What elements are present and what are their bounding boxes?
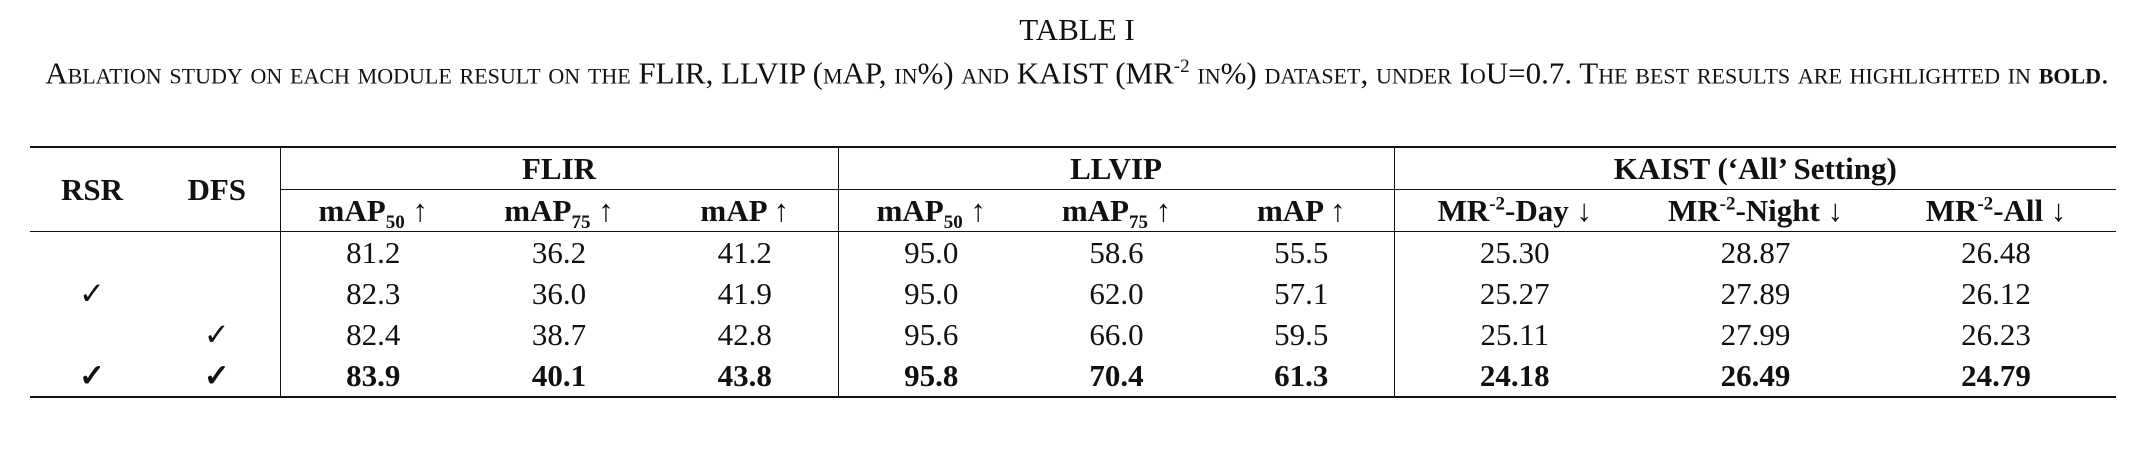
header-base: mAP	[1061, 193, 1129, 228]
header-row: RSR DFS FLIR LLVIP KAIST (‘All’ Setting)	[30, 146, 2117, 232]
check-cell: ✓	[30, 355, 154, 398]
header-sub: 50	[385, 212, 405, 234]
column-header: mAP ↑	[652, 189, 839, 232]
value-cell: 81.2	[279, 231, 466, 273]
column-header: MR-2-All ↓	[1876, 189, 2117, 232]
ablation-table: RSR DFS FLIR LLVIP KAIST (‘All’ Setting) mAP5…	[30, 146, 2117, 398]
group-header: LLVIP	[837, 146, 1395, 190]
caption-bold: bold	[2038, 55, 2102, 91]
check-cell	[154, 232, 280, 274]
header-base: mAP	[318, 193, 386, 228]
value-cell: 82.4	[279, 314, 466, 355]
value-cell: 58.6	[1089, 235, 1144, 270]
value-cell: 95.0	[837, 273, 1025, 314]
header-sub: 75	[1128, 212, 1148, 234]
value-cell: 26.48	[1961, 235, 2031, 270]
value-cell: 40.1	[466, 355, 652, 398]
header-sub: 75	[571, 212, 591, 234]
value-cell: 41.2	[717, 235, 772, 270]
value-cell: 95.8	[837, 355, 1025, 398]
value-cell: 25.27	[1393, 273, 1636, 314]
caption-text: Ablation study on each module result on …	[32, 48, 2122, 92]
header-base: mAP	[1256, 193, 1323, 228]
check-cell: ✓	[79, 276, 105, 311]
value-cell: 42.8	[717, 317, 772, 352]
check-cell	[30, 314, 154, 355]
data-row: ✓ ✓ 83.9 40.1 43.8 95.8 70.4 61.3 24.18 26.49 24.7…	[30, 355, 2117, 398]
value-cell: 66.0	[1089, 317, 1144, 352]
column-header: MR-2-Day ↓	[1393, 189, 1636, 232]
column-header: mAP75 ↑	[466, 189, 652, 234]
header-suffix: ↑	[590, 193, 614, 228]
value-cell: 61.3	[1209, 355, 1395, 398]
value-cell: 25.11	[1393, 314, 1636, 355]
column-header: mAP ↑	[1209, 189, 1395, 232]
value-cell: 27.99	[1720, 317, 1791, 352]
header-sub: 50	[943, 212, 963, 234]
value-cell: 26.12	[1961, 276, 2031, 311]
header-suffix: ↑	[1322, 193, 1346, 228]
column-header: MR-2-Night ↓	[1635, 189, 1877, 232]
value-cell: 95.0	[837, 231, 1025, 273]
header-suffix: ↑	[404, 193, 428, 228]
subheader-row: mAP50 ↑ mAP75 ↑ mAP ↑ mAP50 ↑ mAP75 ↑ mAP ↑ MR…	[30, 189, 2117, 234]
value-cell: 62.0	[1089, 276, 1144, 311]
header-sup: -2	[1489, 193, 1506, 215]
value-cell: 95.6	[837, 314, 1025, 355]
group-header: KAIST (‘All’ Setting)	[1393, 146, 2117, 190]
header-base: MR	[1667, 193, 1720, 228]
value-cell: 26.23	[1961, 317, 2031, 352]
value-cell: 59.5	[1274, 317, 1329, 352]
value-cell: 24.79	[1876, 355, 2117, 398]
header-base: mAP	[504, 193, 572, 228]
value-cell: 38.7	[531, 317, 587, 352]
value-cell: 82.3	[279, 273, 466, 314]
value-cell: 36.2	[531, 235, 587, 270]
value-cell: 83.9	[279, 355, 466, 398]
caption-part: in%) dataset, under IoU=0.7. The best re…	[1189, 55, 2039, 91]
column-header: mAP75 ↑	[1024, 189, 1210, 234]
caption: TABLE I Ablation study on each module re…	[0, 12, 2154, 92]
header-suffix: ↑	[1147, 193, 1172, 228]
value-cell: 26.49	[1635, 355, 1877, 398]
value-cell: 36.0	[531, 276, 587, 311]
value-cell: 28.87	[1720, 235, 1791, 270]
page: TABLE I Ablation study on each module re…	[0, 12, 2154, 456]
value-cell: 70.4	[1024, 355, 1210, 398]
column-header: mAP50 ↑	[837, 189, 1025, 234]
data-row: 81.2 36.2 41.2 95.0 58.6 55.5 25.30 28.87 26.48	[30, 231, 2116, 274]
table-label: TABLE I	[1019, 12, 1135, 47]
header-suffix: -Day ↓	[1505, 193, 1592, 228]
value-cell: 25.30	[1393, 231, 1636, 273]
header-suffix: ↑	[765, 193, 790, 228]
value-cell: 55.5	[1274, 235, 1329, 270]
value-cell: 27.89	[1720, 276, 1791, 311]
header-base: mAP	[876, 193, 944, 228]
header-suffix: -Night ↓	[1735, 193, 1844, 228]
check-cell	[154, 273, 280, 314]
check-cell: ✓	[154, 355, 280, 398]
row-header: RSR	[30, 146, 154, 232]
caption-part: .	[2101, 55, 2109, 91]
row-header: DFS	[154, 146, 280, 232]
header-suffix: ↑	[962, 193, 986, 228]
header-base: mAP	[700, 193, 766, 228]
header-sup: -2	[1719, 193, 1736, 215]
check-cell: ✓	[203, 317, 230, 352]
value-cell: 24.18	[1393, 355, 1636, 398]
data-row: ✓ 82.3 36.0 41.9 95.0 62.0 57.1 25.27 27.89 26.12	[30, 273, 2116, 314]
group-header: FLIR	[279, 146, 839, 190]
header-base: MR	[1925, 193, 1978, 228]
value-cell: 41.9	[717, 276, 772, 311]
check-cell	[30, 232, 154, 274]
header-suffix: -All ↓	[1993, 193, 2067, 228]
data-row: ✓ 82.4 38.7 42.8 95.6 66.0 59.5 25.11 27.99 26.23	[30, 314, 2116, 355]
header-sup: -2	[1977, 193, 1994, 215]
value-cell: 43.8	[652, 355, 839, 398]
value-cell: 57.1	[1274, 276, 1329, 311]
column-header: mAP50 ↑	[279, 189, 466, 234]
caption-part: Ablation study on each module result on …	[45, 55, 1174, 91]
caption-sup: -2	[1173, 56, 1190, 77]
header-base: MR	[1437, 193, 1490, 228]
